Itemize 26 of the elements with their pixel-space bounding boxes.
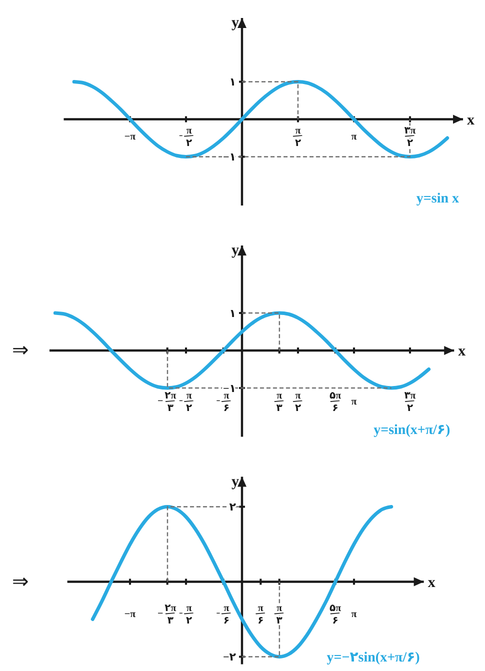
x-tick-label: π (351, 608, 358, 620)
y-tick-label: −۱ (223, 382, 236, 395)
y-axis-title: y (232, 474, 240, 490)
x-tick-label: ۵π/۶ (327, 602, 343, 626)
y-tick-label: ۱ (229, 308, 236, 320)
x-tick-label: ۳π/۲ (402, 390, 418, 414)
text: y=sin x (416, 192, 460, 206)
x-tick-label: π (351, 131, 358, 142)
text: ⇒ (12, 568, 29, 593)
y-tick-label: −۲ (223, 652, 236, 664)
x-tick-label: ۵π/۶ (327, 390, 343, 414)
x-axis-title: x (428, 574, 436, 591)
x-tick-label: −π (124, 608, 136, 620)
x-axis-title: x (458, 344, 466, 360)
line-series (72, 80, 450, 158)
x-tick-label: ۳π/۲ (402, 125, 418, 149)
x-tick-label: π (351, 396, 358, 408)
series-label: y=−۲sin(x+π/۶) (326, 650, 420, 666)
line-series (53, 311, 431, 390)
y-axis-title: y (232, 15, 240, 31)
text: ⇒ (12, 338, 29, 362)
x-axis-title: x (467, 112, 476, 128)
text: y=sin(x+π/۶) (374, 422, 450, 438)
y-tick-label: ۱ (229, 76, 236, 89)
y-axis-title: y (232, 242, 240, 258)
x-tick-label: −π (124, 131, 136, 142)
